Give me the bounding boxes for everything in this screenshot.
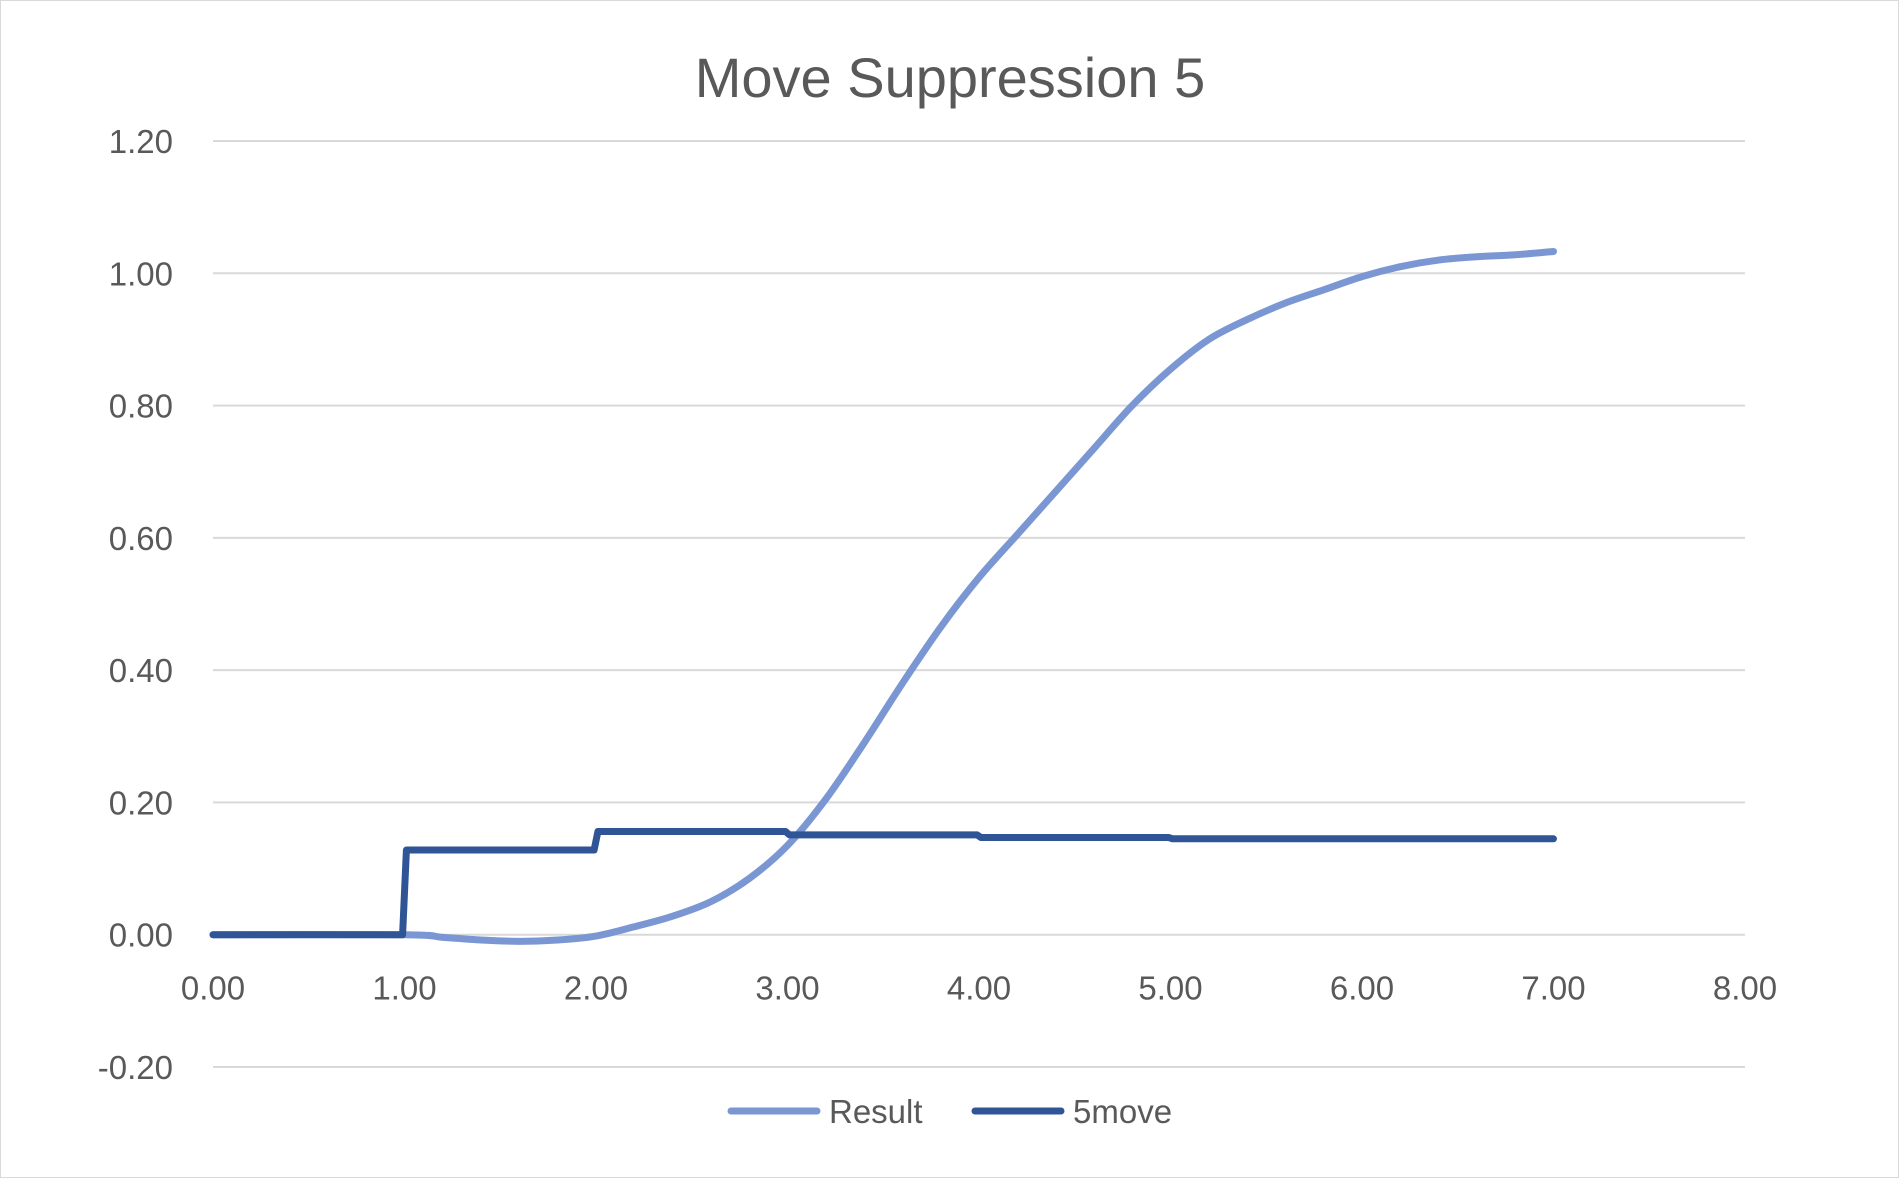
x-axis-tick-labels: 0.00 1.00 2.00 3.00 4.00 5.00 6.00 7.00 8.00 (181, 970, 1777, 1007)
y-tick-label: 0.80 (109, 388, 173, 425)
legend-label: 5move (1073, 1093, 1172, 1130)
legend: Result 5move (727, 1093, 1172, 1130)
x-tick-label: 1.00 (372, 970, 436, 1007)
y-tick-label: 1.00 (109, 255, 173, 292)
y-tick-label: 1.20 (109, 123, 173, 160)
x-tick-label: 3.00 (755, 970, 819, 1007)
gridlines (213, 140, 1745, 1068)
x-tick-label: 0.00 (181, 970, 245, 1007)
x-tick-label: 2.00 (564, 970, 628, 1007)
y-axis-tick-labels: -0.20 0.00 0.20 0.40 0.60 0.80 1.00 1.20 (98, 123, 173, 1086)
y-tick-label: 0.00 (109, 917, 173, 954)
y-tick-label: 0.60 (109, 520, 173, 557)
series-lines (209, 247, 1557, 945)
x-tick-label: 5.00 (1138, 970, 1202, 1007)
x-tick-label: 6.00 (1330, 970, 1394, 1007)
y-tick-label: -0.20 (98, 1049, 173, 1086)
x-tick-label: 8.00 (1713, 970, 1777, 1007)
x-tick-label: 7.00 (1521, 970, 1585, 1007)
x-tick-label: 4.00 (947, 970, 1011, 1007)
y-tick-label: 0.20 (109, 784, 173, 821)
y-tick-label: 0.40 (109, 652, 173, 689)
series-line-result (209, 247, 1557, 945)
series-line-5move (209, 828, 1557, 939)
chart-title: Move Suppression 5 (695, 46, 1206, 109)
legend-label: Result (829, 1093, 923, 1130)
